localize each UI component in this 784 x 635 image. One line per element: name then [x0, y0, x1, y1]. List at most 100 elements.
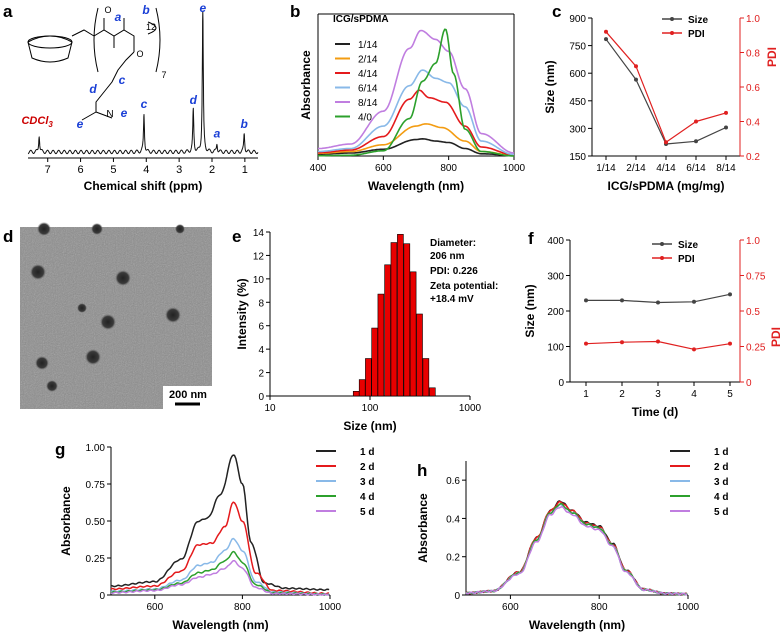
annotation-line: Diameter: — [430, 238, 476, 249]
x-axis-label: Wavelength (nm) — [368, 179, 464, 193]
data-point-Size — [692, 299, 696, 304]
histogram-bar — [416, 313, 423, 397]
side-chain — [81, 18, 135, 121]
x-tick-label: 6/14 — [686, 163, 706, 174]
x-tick-label: 2 — [209, 164, 215, 176]
legend-label: 1/14 — [358, 40, 378, 51]
legend-label: 1 d — [360, 447, 374, 458]
annotation-line: Zeta potential: — [430, 281, 498, 292]
histogram-bar — [403, 243, 411, 397]
x-tick-label: 600 — [146, 602, 163, 613]
x-tick-label: 1 — [242, 164, 248, 176]
y-tick-label-right: 0.2 — [746, 152, 760, 163]
atom-label-e2: e — [77, 117, 84, 131]
histogram-bar — [377, 293, 385, 397]
atom-o2: O — [136, 49, 143, 59]
nanoparticle — [100, 314, 116, 330]
data-point-PDI — [620, 340, 624, 345]
data-point-PDI — [664, 140, 668, 145]
y-tick-label: 0 — [258, 392, 264, 403]
peak-label-cdcl3: CDCl3 — [21, 115, 53, 129]
x-tick-label: 3 — [176, 164, 182, 176]
peak-label-b: b — [241, 117, 248, 131]
x-tick-label: 2/14 — [626, 163, 646, 174]
x-tick-label: 800 — [440, 163, 457, 174]
y-tick-label: 10 — [253, 275, 265, 286]
data-point-PDI — [724, 110, 728, 115]
series-line-2 d — [110, 501, 330, 595]
data-point-Size — [724, 125, 728, 130]
y-axis-label: Absorbance — [416, 493, 430, 563]
nanoparticle — [115, 270, 131, 286]
x-axis-label: Wavelength (nm) — [172, 618, 268, 632]
y-tick-label-right: 0.6 — [746, 83, 760, 94]
y-axis-label-right: PDI — [769, 327, 783, 347]
x-tick-label: 1000 — [677, 602, 700, 613]
y-tick-label-right: 0.75 — [746, 272, 766, 283]
x-tick-label: 6 — [78, 164, 84, 176]
x-tick-label: 4/14 — [656, 163, 676, 174]
x-tick-label: 5 — [727, 389, 733, 400]
ester-bond — [71, 29, 95, 37]
y-tick-label-right: 1.0 — [746, 236, 760, 247]
legend-label: 2 d — [714, 462, 728, 473]
data-point-PDI — [634, 64, 638, 69]
y-tick-label-right: 0 — [746, 378, 752, 389]
y-axis-label: Absorbance — [299, 50, 313, 120]
nanoparticle — [91, 223, 103, 235]
legend-label: 4/14 — [358, 69, 378, 80]
y-axis-label: Intensity (%) — [235, 278, 249, 349]
legend-label: Size — [688, 15, 708, 26]
x-axis-label: Wavelength (nm) — [529, 618, 625, 632]
y-tick-label: 150 — [569, 152, 586, 163]
bracket-right — [155, 7, 161, 73]
y-tick-label: 600 — [569, 69, 586, 80]
y-tick-label: 900 — [569, 14, 586, 25]
panel-label-g: g — [55, 440, 65, 459]
y-tick-label: 12 — [253, 251, 265, 262]
legend-label: PDI — [678, 254, 695, 265]
y-tick-label: 14 — [253, 228, 265, 239]
legend-label: 8/14 — [358, 98, 378, 109]
x-tick-label: 600 — [502, 602, 519, 613]
data-point-Size — [584, 298, 588, 303]
panel-label-h: h — [417, 461, 427, 480]
panel-label-d: d — [3, 227, 13, 246]
nanoparticle — [46, 380, 58, 392]
panel-label-b: b — [290, 2, 300, 21]
legend-label: 4 d — [714, 492, 728, 503]
peak-label-c: c — [141, 97, 148, 111]
series-line-4/14 — [318, 89, 514, 156]
y-tick-label: 8 — [258, 298, 264, 309]
legend-label: 2/14 — [358, 55, 378, 66]
peak-label-d: d — [190, 93, 198, 107]
nanoparticle — [165, 307, 181, 323]
y-tick-label: 4 — [258, 345, 264, 356]
repeat-m: 7 — [161, 70, 166, 80]
nanoparticle — [35, 356, 49, 370]
y-tick-label: 200 — [547, 307, 564, 318]
data-point-PDI — [692, 347, 696, 352]
y-tick-label: 0 — [99, 591, 105, 602]
annotation-line: PDI: 0.226 — [430, 266, 478, 277]
annotation-line: +18.4 mV — [430, 294, 474, 305]
legend-marker — [660, 242, 664, 246]
y-tick-label: 0.4 — [446, 514, 460, 525]
repeat-n: 12 — [146, 22, 156, 32]
y-tick-label: 750 — [569, 42, 586, 53]
y-tick-label-right: 0.4 — [746, 118, 760, 129]
y-tick-label-right: 0.25 — [746, 343, 766, 354]
histogram-bar — [390, 242, 398, 397]
x-tick-label: 800 — [591, 602, 608, 613]
nanoparticle — [30, 264, 46, 280]
x-tick-label: 800 — [234, 602, 251, 613]
panel-label-f: f — [528, 229, 534, 248]
data-point-Size — [656, 300, 660, 305]
legend-label: 2 d — [360, 462, 374, 473]
y-tick-label: 100 — [547, 343, 564, 354]
histogram-bar — [358, 379, 366, 397]
histogram-bar — [352, 391, 360, 397]
atom-label-c: c — [119, 73, 126, 87]
y-tick-label: 0.25 — [86, 554, 106, 565]
